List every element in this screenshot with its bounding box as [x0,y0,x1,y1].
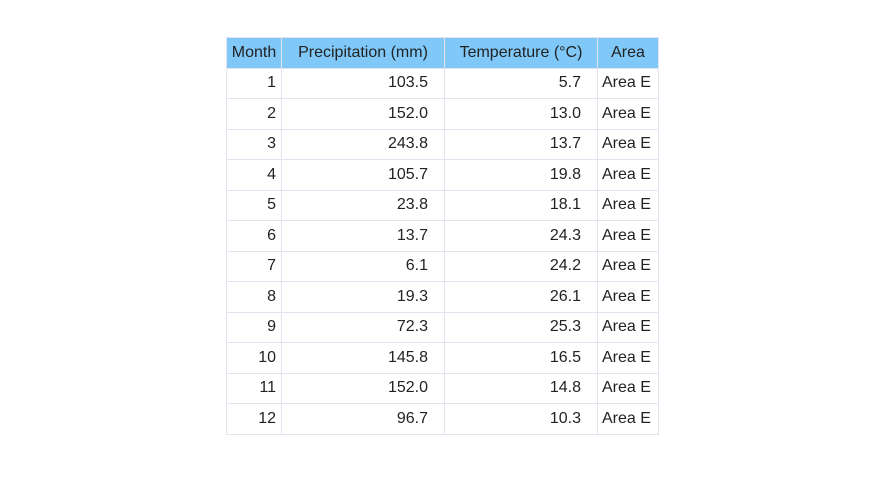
cell-temperature: 5.7 [444,67,598,99]
cell-temperature: 26.1 [444,281,598,313]
cell-precipitation: 152.0 [281,372,445,404]
table-row: 6 13.7 24.3 Area E [226,220,659,252]
cell-precipitation: 103.5 [281,67,445,99]
cell-precipitation: 13.7 [281,220,445,252]
cell-temperature: 18.1 [444,189,598,221]
cell-month: 7 [226,250,282,282]
table-row: 4 105.7 19.8 Area E [226,159,659,191]
cell-area: Area E [597,372,659,404]
cell-precipitation: 72.3 [281,311,445,343]
cell-precipitation: 96.7 [281,403,445,435]
table-row: 5 23.8 18.1 Area E [226,189,659,221]
cell-month: 12 [226,403,282,435]
cell-month: 4 [226,159,282,191]
table-row: 8 19.3 26.1 Area E [226,281,659,313]
cell-precipitation: 6.1 [281,250,445,282]
cell-month: 3 [226,128,282,160]
cell-precipitation: 23.8 [281,189,445,221]
table-row: 9 72.3 25.3 Area E [226,311,659,343]
cell-area: Area E [597,311,659,343]
cell-temperature: 16.5 [444,342,598,374]
header-row: Month Precipitation (mm) Temperature (°C) A… [226,37,659,69]
cell-month: 6 [226,220,282,252]
cell-temperature: 24.2 [444,250,598,282]
cell-temperature: 10.3 [444,403,598,435]
cell-area: Area E [597,98,659,130]
cell-temperature: 14.8 [444,372,598,404]
cell-month: 10 [226,342,282,374]
table-row: 3 243.8 13.7 Area E [226,128,659,160]
table-row: 7 6.1 24.2 Area E [226,250,659,282]
table-row: 1 103.5 5.7 Area E [226,67,659,99]
table-row: 12 96.7 10.3 Area E [226,403,659,435]
cell-area: Area E [597,403,659,435]
cell-month: 11 [226,372,282,404]
column-header-temperature: Temperature (°C) [444,37,598,69]
cell-month: 9 [226,311,282,343]
column-header-area: Area [597,37,659,69]
column-header-month: Month [226,37,282,69]
cell-month: 8 [226,281,282,313]
cell-area: Area E [597,189,659,221]
cell-temperature: 24.3 [444,220,598,252]
cell-temperature: 13.0 [444,98,598,130]
table-body: 1 103.5 5.7 Area E 2 152.0 13.0 Area E 3 243.8 13.… [226,67,659,435]
data-table: Month Precipitation (mm) Temperature (°C) A… [226,37,659,435]
cell-temperature: 25.3 [444,311,598,343]
cell-precipitation: 19.3 [281,281,445,313]
cell-temperature: 13.7 [444,128,598,160]
table-row: 2 152.0 13.0 Area E [226,98,659,130]
cell-area: Area E [597,67,659,99]
cell-area: Area E [597,128,659,160]
cell-month: 2 [226,98,282,130]
cell-month: 1 [226,67,282,99]
cell-area: Area E [597,250,659,282]
table-row: 10 145.8 16.5 Area E [226,342,659,374]
cell-area: Area E [597,159,659,191]
column-header-precipitation: Precipitation (mm) [281,37,445,69]
cell-precipitation: 243.8 [281,128,445,160]
cell-area: Area E [597,281,659,313]
cell-precipitation: 145.8 [281,342,445,374]
cell-temperature: 19.8 [444,159,598,191]
cell-month: 5 [226,189,282,221]
table-row: 11 152.0 14.8 Area E [226,372,659,404]
table-header: Month Precipitation (mm) Temperature (°C) A… [226,37,659,69]
cell-precipitation: 152.0 [281,98,445,130]
cell-area: Area E [597,342,659,374]
cell-precipitation: 105.7 [281,159,445,191]
cell-area: Area E [597,220,659,252]
